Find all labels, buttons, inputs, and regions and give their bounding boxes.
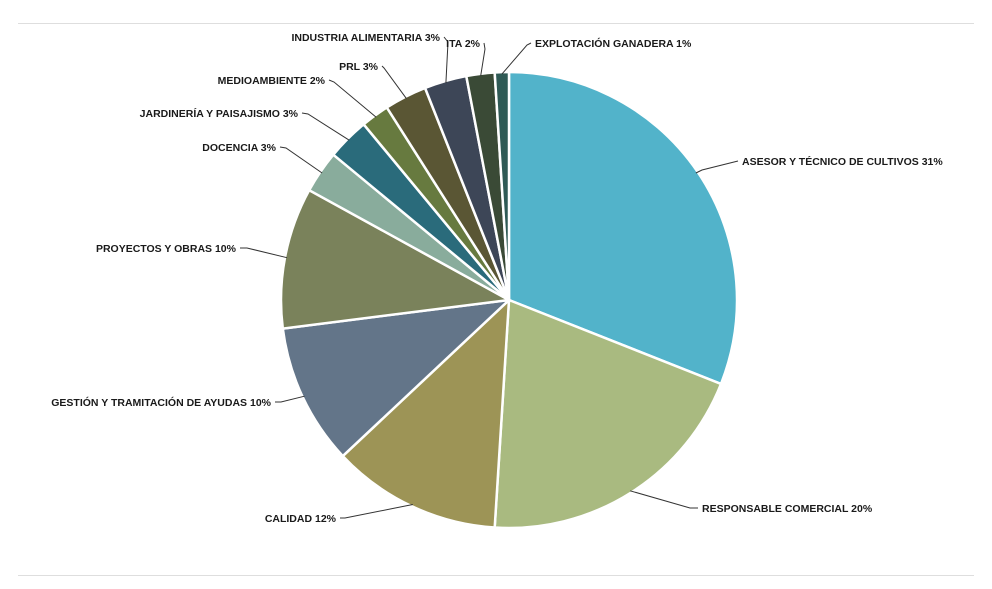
slice-label-0: ASESOR Y TÉCNICO DE CULTIVOS 31%	[742, 155, 943, 168]
slice-label-10: ITA 2%	[446, 38, 481, 50]
leader-line-5	[279, 146, 323, 174]
slice-label-9: INDUSTRIA ALIMENTARIA 3%	[291, 32, 440, 44]
leader-line-11	[501, 42, 532, 75]
pie-slices	[279, 70, 739, 530]
top-divider	[18, 23, 974, 24]
leader-line-8	[381, 65, 407, 99]
slice-label-5: DOCENCIA 3%	[202, 142, 276, 154]
leader-line-2	[340, 504, 413, 519]
bottom-divider	[18, 575, 974, 576]
leader-line-7	[328, 79, 377, 118]
leader-line-0	[695, 160, 739, 174]
slice-labels: ASESOR Y TÉCNICO DE CULTIVOS 31% RESPONSA…	[51, 32, 943, 525]
slice-label-3: GESTIÓN Y TRAMITACIÓN DE AYUDAS 10%	[51, 396, 271, 409]
slice-label-8: PRL 3%	[339, 61, 379, 73]
slice-label-2: CALIDAD 12%	[265, 513, 337, 525]
leader-line-10	[480, 42, 486, 76]
leader-line-4	[240, 247, 288, 259]
slice-label-7: MEDIOAMBIENTE 2%	[218, 75, 326, 87]
leader-lines	[240, 36, 739, 519]
slice-label-11: EXPLOTACIÓN GANADERA 1%	[535, 37, 692, 50]
slice-label-4: PROYECTOS Y OBRAS 10%	[96, 243, 237, 255]
slice-label-1: RESPONSABLE COMERCIAL 20%	[702, 503, 873, 515]
leader-line-9	[443, 36, 449, 84]
slice-label-6: JARDINERÍA Y PAISAJISMO 3%	[140, 107, 299, 120]
leader-line-6	[301, 112, 350, 141]
leader-line-1	[629, 490, 698, 509]
pie-slice-2	[341, 298, 511, 529]
pie-slice-1	[493, 298, 723, 530]
pie-slice-11	[493, 70, 511, 302]
leader-line-3	[275, 395, 305, 403]
